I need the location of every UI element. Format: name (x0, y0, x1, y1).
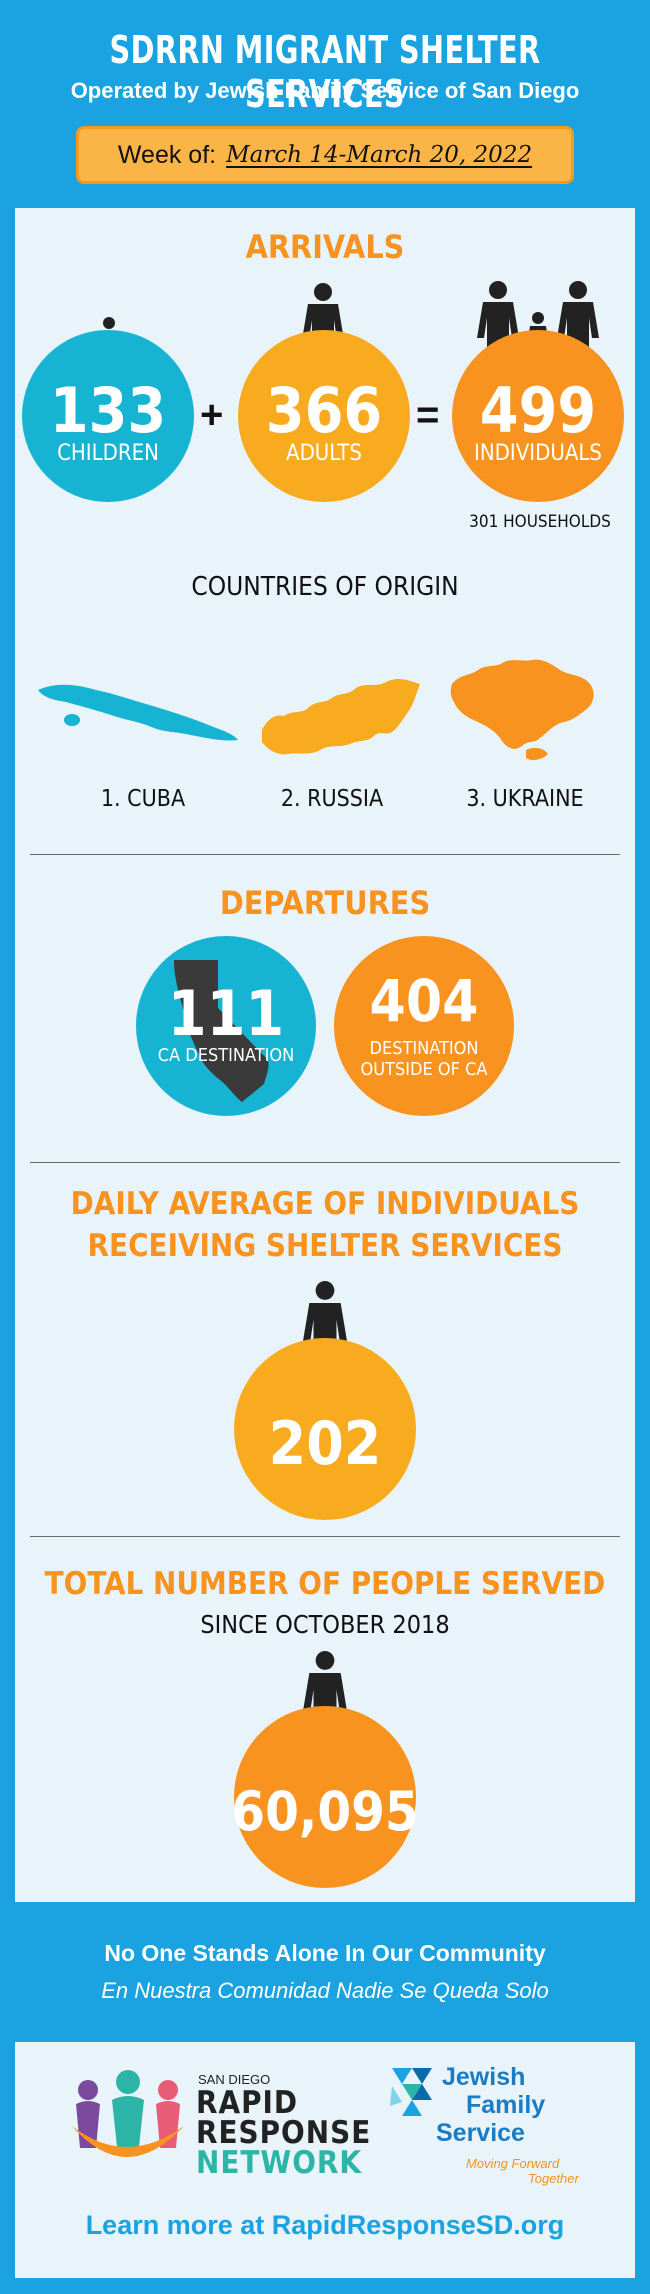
outside-ca-label-1: DESTINATION (369, 1038, 479, 1059)
total-subtitle: SINCE OCTOBER 2018 (200, 1610, 450, 1639)
divider (30, 1162, 620, 1163)
ca-destination-count: 111 (167, 976, 285, 1050)
daily-title-line1: DAILY AVERAGE OF INDIVIDUALS (70, 1186, 580, 1222)
rrn-logo-network: NETWORK (196, 2145, 362, 2181)
learn-more-link[interactable]: Learn more at RapidResponseSD.org (85, 2210, 565, 2240)
california-map-icon (174, 960, 269, 1102)
outside-ca-circle: 404 DESTINATION OUTSIDE OF CA (334, 936, 514, 1116)
countries-title: COUNTRIES OF ORIGIN (191, 572, 459, 602)
children-label: CHILDREN (57, 440, 159, 466)
ca-destination-label: CA DESTINATION (157, 1044, 295, 1066)
divider (30, 854, 620, 855)
tagline-english: No One Stands Alone In Our Community (104, 1940, 546, 1966)
jfs-logo-tagline-1: Moving Forward (466, 2156, 560, 2171)
jfs-logo-service: Service (436, 2119, 525, 2147)
week-dates: March 14-March 20, 2022 (226, 142, 533, 168)
outside-ca-label-2: OUTSIDE OF CA (360, 1059, 488, 1080)
arrivals-title: ARRIVALS (245, 228, 405, 266)
total-served-value: 60,095 (231, 1780, 419, 1843)
rrn-logo-small: SAN DIEGO (198, 2072, 271, 2087)
ukraine-map-icon (450, 659, 594, 761)
rrn-logo-rapid: RAPID (196, 2085, 299, 2121)
jfs-logo-family: Family (466, 2091, 546, 2119)
ca-destination-circle: 111 CA DESTINATION (136, 936, 316, 1116)
daily-average-value: 202 (268, 1409, 382, 1479)
page-title: SDRRN MIGRANT SHELTER SERVICES (109, 28, 541, 116)
week-label: Week of: (117, 140, 217, 169)
total-served-circle: 60,095 (231, 1706, 419, 1888)
households-count: 301 HOUSEHOLDS (469, 512, 611, 532)
plus-sign: + (200, 393, 224, 437)
individuals-circle: 499 INDIVIDUALS (452, 330, 624, 502)
week-banner: Week of: March 14-March 20, 2022 (76, 126, 574, 184)
jfs-logo-jewish: Jewish (442, 2063, 526, 2091)
daily-title-line2: RECEIVING SHELTER SERVICES (87, 1228, 563, 1264)
adults-label: ADULTS (286, 440, 362, 466)
adults-circle: 366 ADULTS (238, 330, 410, 502)
jfs-logo-icon (390, 2068, 432, 2116)
total-title: TOTAL NUMBER OF PEOPLE SERVED (44, 1566, 606, 1602)
jfs-logo-tagline-2: Together (528, 2171, 579, 2186)
country-ukraine: 3. UKRAINE (466, 786, 584, 812)
children-circle: 133 CHILDREN (22, 330, 194, 502)
cuba-map-icon (38, 684, 238, 741)
departures-title: DEPARTURES (219, 884, 431, 922)
outside-ca-count: 404 (369, 967, 479, 1035)
divider (30, 1536, 620, 1537)
rapid-response-network-logo-icon (72, 2070, 184, 2157)
rrn-logo-response: RESPONSE (196, 2115, 372, 2151)
country-russia: 2. RUSSIA (280, 786, 384, 812)
daily-average-circle: 202 (234, 1338, 416, 1520)
russia-map-icon (262, 678, 420, 755)
equals-sign: = (416, 393, 440, 437)
adults-count: 366 (265, 373, 383, 447)
individuals-count: 499 (479, 373, 597, 447)
children-count: 133 (49, 373, 167, 447)
country-cuba: 1. CUBA (100, 786, 186, 812)
individuals-label: INDIVIDUALS (474, 440, 602, 466)
tagline-spanish: En Nuestra Comunidad Nadie Se Queda Solo (101, 1978, 549, 2003)
page-subtitle: Operated by Jewish Family Service of San… (70, 78, 580, 103)
